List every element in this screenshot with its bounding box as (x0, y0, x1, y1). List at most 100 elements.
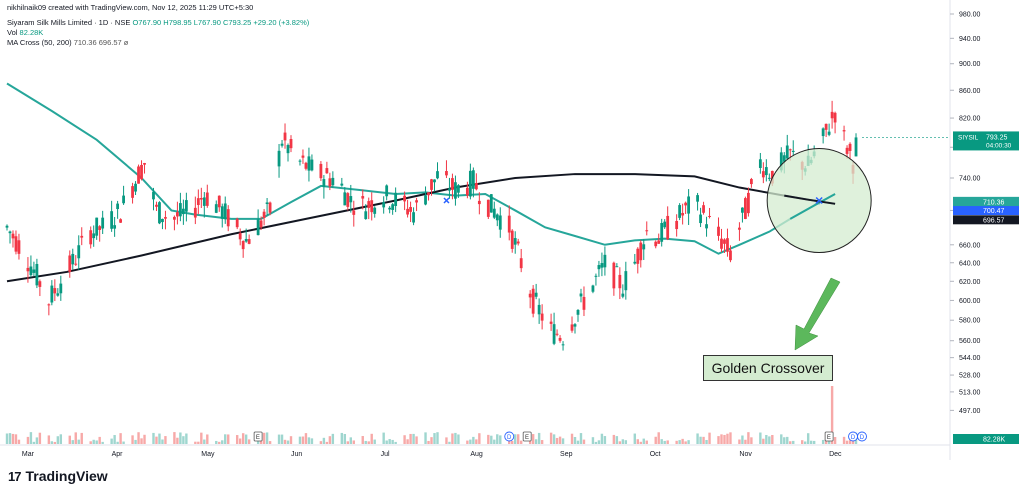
candle-body (830, 111, 834, 119)
volume-bar (113, 435, 116, 444)
volume-bar (394, 441, 397, 444)
time-axis-label-jun: Jun (291, 451, 302, 458)
volume-bar (845, 440, 849, 444)
candle-body (519, 258, 523, 269)
volume-bar (185, 433, 188, 444)
volume-bar (597, 440, 601, 444)
golden-crossover-callout: Golden Crossover (703, 355, 833, 381)
candle-body (705, 224, 708, 229)
volume-bar (74, 432, 77, 444)
candle-body (687, 196, 691, 214)
volume-bar (603, 436, 607, 444)
ma50-line-overlay (789, 193, 836, 220)
candle-body (74, 263, 78, 265)
volume-bar (388, 439, 391, 444)
volume-bar (361, 436, 364, 444)
candle-body (325, 168, 329, 174)
candle-body (660, 222, 664, 242)
candle-body (454, 182, 457, 199)
volume-bar (164, 436, 167, 444)
volume-bar (684, 441, 687, 444)
candle-body (50, 285, 54, 303)
volume-bar (176, 437, 179, 444)
candle-body (259, 220, 263, 228)
candle-body (615, 266, 619, 268)
candle-body (427, 192, 430, 196)
volume-bar (152, 432, 155, 444)
candle-body (612, 262, 616, 289)
volume-bar (573, 436, 577, 444)
ma50-badge: 710.36 (983, 199, 1005, 206)
candle-body (782, 155, 786, 162)
volume-bar (277, 434, 281, 444)
volume-bar (80, 432, 83, 444)
candle-body (26, 267, 30, 272)
volume-bar (367, 441, 370, 444)
volume-bar (830, 386, 834, 444)
candle-body (457, 185, 460, 193)
volume-bar (490, 435, 493, 444)
candle-body (370, 200, 374, 213)
candle-body (424, 195, 427, 205)
candle-body (448, 188, 451, 191)
volume-bar (415, 436, 418, 444)
volume-bar (792, 440, 795, 444)
volume-bar (215, 440, 218, 444)
time-axis-label-may: May (201, 451, 215, 458)
volume-bar (519, 440, 523, 444)
candle-body (53, 288, 57, 294)
candle-body (340, 183, 344, 186)
volume-bar (445, 437, 448, 444)
candle-body (741, 207, 744, 213)
candle-body (471, 170, 475, 189)
candle-body (11, 233, 15, 239)
candle-body (489, 194, 493, 213)
candle-body (304, 162, 308, 169)
volume-legend[interactable]: Vol 82.28K (7, 28, 43, 37)
dividend-event-icon (504, 431, 515, 442)
candle-body (205, 192, 209, 206)
candle-body (642, 244, 646, 250)
tradingview-footer[interactable]: 17 TradingView (8, 468, 108, 484)
volume-bar (540, 440, 544, 444)
candle-body (507, 215, 511, 233)
candle-body (280, 143, 284, 146)
volume-bar (636, 439, 639, 444)
candle-body (474, 183, 478, 190)
ma-cross-values: 710.36 696.57 ø (73, 38, 129, 47)
candle-body (214, 204, 218, 213)
price-axis-label-640: 640.00 (959, 260, 981, 267)
volume-bar (340, 432, 344, 444)
volume-bar (59, 434, 63, 444)
candle-body (558, 337, 562, 341)
candle-body (537, 304, 541, 315)
volume-bar (131, 435, 134, 444)
volume-bar (705, 439, 708, 444)
volume-value: 82.28K (19, 28, 44, 37)
candle-body (663, 221, 667, 228)
volume-bar (221, 440, 224, 444)
volume-bar (391, 439, 394, 444)
candle-body (708, 215, 711, 217)
candle-body (681, 212, 685, 216)
volume-bar (319, 441, 323, 444)
volume-bar (702, 436, 705, 444)
volume-bar (235, 435, 239, 444)
candle-body (193, 207, 197, 218)
volume-bar (812, 440, 816, 444)
ma-cross-legend[interactable]: MA Cross (50, 200) 710.36 696.57 ø (7, 38, 128, 47)
volume-bar (116, 441, 119, 444)
price-axis-label-528: 528.00 (959, 373, 981, 380)
volume-bar (478, 433, 481, 444)
volume-bar (349, 437, 352, 444)
volume-bar (101, 441, 104, 444)
volume-bar (771, 435, 774, 444)
volume-bar (762, 438, 765, 444)
candle-body (17, 240, 21, 254)
volume-bar (549, 432, 553, 444)
volume-bar (331, 433, 335, 444)
candle-body (391, 204, 395, 210)
candle-body (134, 183, 137, 192)
cross-marker-icon (443, 197, 450, 204)
